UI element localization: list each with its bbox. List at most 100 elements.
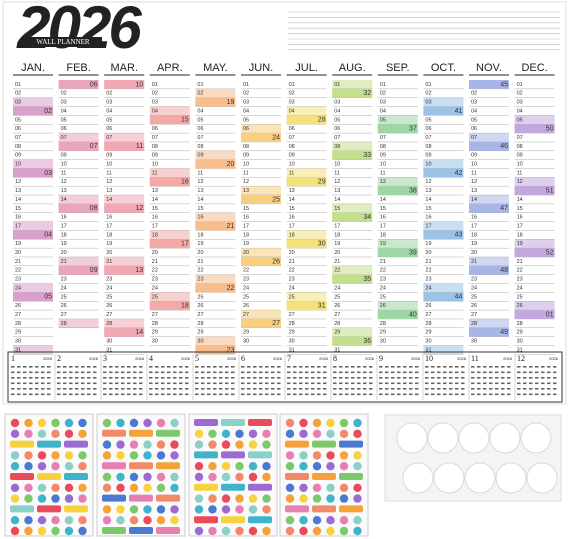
day-label: 18 xyxy=(289,232,295,238)
sticker-label xyxy=(102,462,126,470)
mini-day xyxy=(115,377,119,379)
mini-day xyxy=(173,393,177,396)
sticker-label xyxy=(129,462,153,470)
mini-day xyxy=(357,371,361,374)
day-label: 22 xyxy=(334,268,340,274)
mini-year: 2026 xyxy=(457,356,467,361)
day-label: 10 xyxy=(15,162,21,168)
week-number: 18 xyxy=(181,303,189,310)
mini-day xyxy=(185,393,189,396)
week-number: 05 xyxy=(44,294,52,301)
mini-day xyxy=(57,366,61,368)
mini-day xyxy=(75,382,79,385)
mini-day xyxy=(69,366,73,368)
day-label: 23 xyxy=(517,277,523,283)
sticker-icon xyxy=(170,505,179,514)
week-number: 07 xyxy=(90,143,98,150)
weekend-highlight xyxy=(423,159,464,169)
month-name: JAN. xyxy=(21,62,45,74)
sticker-icon xyxy=(116,505,125,514)
week-number: 06 xyxy=(90,81,98,88)
mini-day xyxy=(323,366,327,368)
month-name: FEB. xyxy=(66,62,90,74)
sticker-label xyxy=(194,419,218,426)
day-label: 14 xyxy=(152,197,158,203)
mini-day xyxy=(213,393,217,396)
mini-day xyxy=(385,377,389,379)
mini-day xyxy=(541,371,545,374)
sticker-icon xyxy=(10,429,20,438)
mini-day xyxy=(207,377,211,379)
mini-day xyxy=(339,382,343,385)
day-label: 07 xyxy=(334,135,340,141)
day-label: 13 xyxy=(61,188,67,194)
mini-day xyxy=(305,382,309,385)
mini-day xyxy=(69,382,73,385)
mini-day xyxy=(93,371,97,374)
mini-day xyxy=(161,382,165,385)
sticker-label xyxy=(156,527,180,534)
sticker-icon xyxy=(194,440,204,449)
week-number: 23 xyxy=(227,347,235,354)
mini-day xyxy=(253,371,257,374)
mini-day xyxy=(103,388,107,390)
mini-day xyxy=(437,388,441,390)
mini-month-number: 1 xyxy=(11,354,15,363)
day-label: 20 xyxy=(197,250,203,256)
mini-day xyxy=(379,371,383,374)
mini-day xyxy=(489,382,493,385)
mini-day xyxy=(471,388,475,390)
day-label: 20 xyxy=(425,250,431,256)
weekend-highlight xyxy=(514,115,555,125)
day-label: 23 xyxy=(243,277,249,283)
day-label: 26 xyxy=(334,303,340,309)
mini-day xyxy=(535,388,539,390)
mini-day xyxy=(333,393,337,396)
mini-day xyxy=(305,371,309,374)
mini-month-number: 8 xyxy=(333,354,337,363)
mini-month-number: 4 xyxy=(149,354,153,363)
mini-day xyxy=(339,377,343,379)
week-highlight xyxy=(195,345,236,355)
mini-day xyxy=(11,366,15,368)
sticker-icon xyxy=(248,462,258,471)
day-label: 28 xyxy=(425,321,431,327)
day-label: 26 xyxy=(243,303,249,309)
sticker-icon xyxy=(24,462,33,471)
week-highlight xyxy=(13,230,53,240)
day-label: 16 xyxy=(289,215,295,221)
mini-day xyxy=(277,371,281,374)
day-label: 31 xyxy=(15,347,21,353)
day-label: 26 xyxy=(197,303,203,309)
day-label: 06 xyxy=(152,126,158,132)
mini-day xyxy=(75,388,79,390)
mini-day xyxy=(507,377,511,379)
day-label: 14 xyxy=(15,197,21,203)
mini-day xyxy=(449,388,453,390)
week-number: 52 xyxy=(546,249,554,256)
mini-day xyxy=(139,371,143,374)
mini-day xyxy=(219,377,223,379)
mini-day xyxy=(311,371,315,374)
mini-day xyxy=(259,366,263,368)
mini-day xyxy=(311,366,315,368)
mini-day xyxy=(155,377,159,379)
sticker-icon xyxy=(37,494,47,503)
mini-day xyxy=(369,371,373,374)
mini-day xyxy=(299,371,303,374)
day-label: 08 xyxy=(152,144,158,150)
mini-day xyxy=(495,377,499,379)
mini-day xyxy=(501,371,505,374)
mini-day xyxy=(219,382,223,385)
day-label: 02 xyxy=(15,91,21,97)
mini-day xyxy=(103,382,107,385)
week-number: 37 xyxy=(409,126,417,133)
week-highlight xyxy=(469,80,509,89)
mini-day xyxy=(385,382,389,385)
sticker-icon xyxy=(312,429,322,438)
sticker-icon xyxy=(194,429,204,438)
day-label: 22 xyxy=(197,268,203,274)
day-label: 30 xyxy=(106,339,112,345)
sticker-label xyxy=(339,473,363,480)
adhesive-dot xyxy=(402,462,434,494)
